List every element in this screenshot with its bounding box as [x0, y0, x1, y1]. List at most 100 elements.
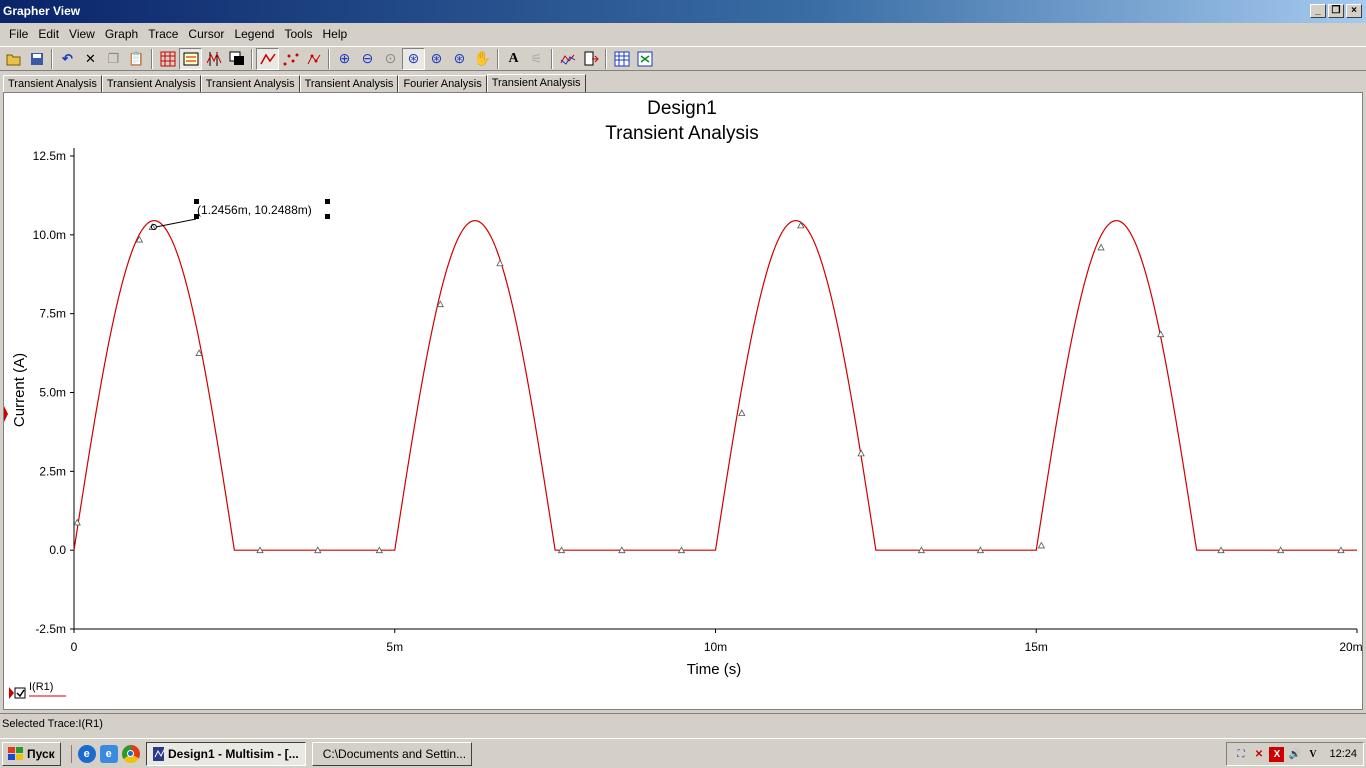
trace-marker [256, 546, 264, 554]
trace-marker [1276, 546, 1285, 554]
trace-marker [618, 546, 626, 554]
tab-3[interactable]: Transient Analysis [200, 75, 300, 93]
excel-button[interactable] [633, 48, 656, 70]
trace-marker [1037, 541, 1046, 549]
trace-lines-dots-button[interactable] [302, 48, 325, 70]
x-tick-label: 15m [1025, 640, 1048, 654]
menu-edit[interactable]: Edit [38, 27, 60, 41]
chart[interactable]: Design1 Transient Analysis -2.5m 0.0 2.5m 5.0… [4, 93, 1362, 709]
annotation-handle[interactable] [194, 199, 199, 204]
tab-6[interactable]: Transient Analysis [486, 74, 586, 94]
menu-trace[interactable]: Trace [148, 27, 179, 41]
status-text: Selected Trace:I(R1) [2, 718, 103, 730]
text-button[interactable]: A [502, 48, 525, 70]
paste-button[interactable]: 📋 [125, 48, 148, 70]
menu-legend[interactable]: Legend [234, 27, 275, 41]
y-axis-label: Current (A) [11, 353, 28, 427]
legend-checkbox[interactable] [14, 687, 26, 699]
trace-marker [496, 259, 504, 267]
ie-icon[interactable]: e [77, 744, 96, 763]
task-multisim[interactable]: Design1 - Multisim - [... [145, 741, 306, 766]
trace-dots-button[interactable] [279, 48, 302, 70]
menu-graph[interactable]: Graph [104, 27, 139, 41]
plot-area[interactable]: Design1 Transient Analysis -2.5m 0.0 2.5m 5.0… [3, 92, 1363, 710]
trace-marker [677, 546, 686, 554]
zoom-fit-button[interactable]: ⊛ [402, 47, 425, 70]
tab-5[interactable]: Fourier Analysis [398, 75, 487, 93]
legend-icon [183, 52, 198, 65]
close-button[interactable]: × [1346, 4, 1362, 18]
start-button[interactable]: Пуск [2, 741, 61, 766]
minimize-button[interactable]: _ [1310, 4, 1326, 18]
x-axis-label: Time (s) [687, 661, 741, 678]
task-label: Design1 - Multisim - [... [168, 746, 299, 761]
zoom-out-button[interactable]: ⊖ [356, 48, 379, 70]
trace-marker [976, 546, 985, 554]
print-button[interactable] [610, 48, 633, 70]
annotation-label: (1.2456m, 10.2488m) [197, 203, 312, 217]
zoom-y-button[interactable]: ⊛ [448, 48, 471, 70]
task-explorer[interactable]: C:\Documents and Settin... [311, 741, 472, 766]
copy-button[interactable]: ❐ [102, 48, 125, 70]
app-x-icon[interactable]: X [1269, 746, 1285, 762]
annotation-handle[interactable] [325, 214, 330, 219]
trace-props-button[interactable] [556, 48, 579, 70]
menu-view[interactable]: View [69, 27, 95, 41]
menu-tools[interactable]: Tools [284, 27, 313, 41]
undo-button[interactable]: ↶ [56, 48, 79, 70]
annotation-handle[interactable] [325, 199, 330, 204]
tab-1[interactable]: Transient Analysis [3, 75, 102, 93]
trace-marker [1097, 243, 1105, 251]
trace-line-button[interactable] [256, 47, 279, 70]
cut-button[interactable]: ✕ [79, 48, 102, 70]
multisim-icon [152, 746, 164, 761]
trace-dots-icon [283, 53, 298, 65]
menu-help[interactable]: Help [322, 27, 348, 41]
language-v-icon[interactable]: V [1309, 748, 1317, 760]
browser-icon[interactable]: e [99, 744, 118, 763]
network-icon[interactable]: ⛶ [1237, 748, 1245, 760]
trace-i-r1[interactable] [73, 220, 1357, 551]
x-tick-label: 5m [386, 640, 403, 654]
taskbar: Пуск e e Design1 - Multisim - [... C:\Do… [0, 738, 1366, 768]
zoom-in-button[interactable]: ⊕ [333, 48, 356, 70]
trace-marker [557, 546, 566, 554]
trace-marker [738, 409, 746, 416]
legend-button[interactable] [179, 47, 202, 70]
annotation-handle[interactable] [194, 214, 199, 219]
pan-button[interactable]: ✋ [471, 48, 494, 70]
overlay-button[interactable] [225, 48, 248, 70]
copy-icon: ❐ [107, 50, 120, 66]
clock: 12:24 [1329, 748, 1357, 760]
status-bar: Selected Trace:I(R1) [0, 713, 1366, 733]
title-bar: Grapher View _ ❐ × [0, 0, 1366, 23]
tab-2[interactable]: Transient Analysis [101, 75, 201, 93]
menu-cursor[interactable]: Cursor [188, 27, 225, 41]
trace-marker [375, 546, 384, 554]
zoom-x-button[interactable]: ⊛ [425, 48, 448, 70]
y-tick-label: 5.0m [39, 386, 66, 400]
y-tick-label: 7.5m [39, 307, 66, 321]
tab-4[interactable]: Transient Analysis [299, 75, 399, 93]
open-button[interactable] [2, 48, 25, 70]
selected-trace-marker [4, 406, 8, 422]
x-tick-label: 10m [704, 640, 727, 654]
volume-icon[interactable]: 🔊 [1288, 748, 1302, 760]
menu-file[interactable]: File [9, 27, 29, 41]
chrome-icon[interactable] [121, 744, 140, 763]
zoom-y-icon: ⊛ [453, 50, 466, 66]
cursors-button[interactable] [202, 48, 225, 70]
network-error-icon[interactable]: ✕ [1254, 748, 1264, 760]
export-button[interactable] [579, 48, 602, 70]
reverse-colors-button[interactable]: ⚟ [525, 48, 548, 70]
quick-launch: e e [70, 744, 140, 763]
cursors-icon [206, 51, 221, 66]
save-button[interactable] [25, 48, 48, 70]
zoom-area-button[interactable]: ⊙ [379, 48, 402, 70]
trace-line-icon [259, 53, 276, 64]
y-tick-label: 10.0m [33, 228, 66, 242]
grid-button[interactable] [156, 48, 179, 70]
trace-marker [1217, 546, 1225, 554]
grid-icon [160, 51, 175, 66]
restore-button[interactable]: ❐ [1328, 4, 1344, 18]
